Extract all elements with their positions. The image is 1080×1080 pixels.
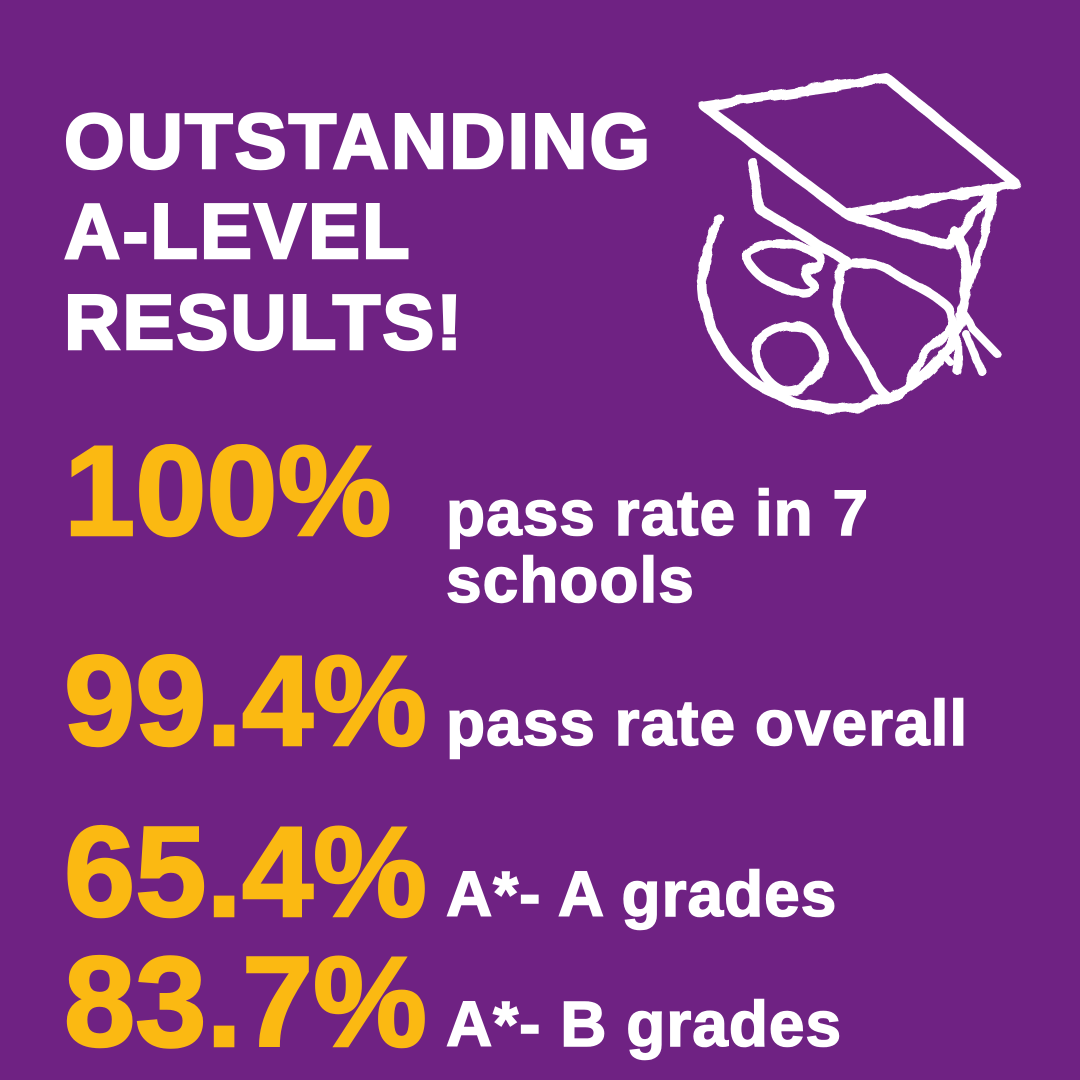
page-title: OUTSTANDING A-LEVEL RESULTS! (63, 96, 653, 368)
stat-value: 99.4% (63, 630, 428, 774)
title-line-2: A-LEVEL (63, 186, 412, 277)
stat-label: pass rate in 7 schools (445, 477, 870, 617)
globe-graduation-cap-icon (690, 52, 1050, 442)
title-line-1: OUTSTANDING (63, 96, 653, 187)
stat-row-a-star-a-grades: 65.4% A*- A grades (63, 801, 1050, 945)
stats-list: 100% pass rate in 7 schools 99.4% pass r… (63, 420, 1050, 1075)
stat-row-pass-rate-7-schools: 100% pass rate in 7 schools (63, 420, 1050, 617)
title-line-3: RESULTS! (63, 277, 465, 368)
stat-label: A*- A grades (445, 858, 838, 931)
stat-value: 65.4% (63, 801, 428, 945)
stat-value: 83.7% (63, 931, 428, 1075)
stat-row-pass-rate-overall: 99.4% pass rate overall (63, 630, 1050, 774)
stat-label: pass rate overall (445, 687, 969, 760)
stat-value: 100% (63, 420, 393, 563)
stat-label: A*- B grades (445, 988, 843, 1061)
stat-row-a-star-b-grades: 83.7% A*- B grades (63, 931, 1050, 1075)
